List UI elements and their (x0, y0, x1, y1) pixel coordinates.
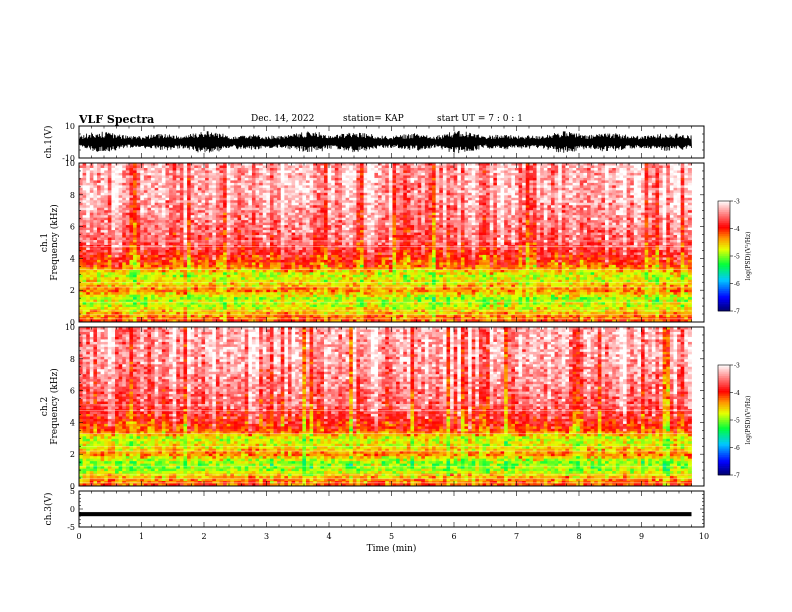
ylabel-ch2-freq: Frequency (kHz) (49, 368, 60, 445)
ytick-label-2-4: 8 (70, 355, 75, 364)
axes-frame-3 (78, 490, 705, 528)
colorbar-tick-1-2: -5 (734, 254, 740, 261)
spectrogram-image-1 (79, 163, 692, 323)
waveform-trace-0 (78, 130, 692, 154)
colorbar-tick-2-4: -7 (734, 473, 740, 480)
date-label: Dec. 14, 2022 (251, 114, 314, 124)
xtick-label-4: 4 (326, 532, 331, 541)
station-label: station= KAP (343, 114, 404, 124)
xtick-label-1: 1 (139, 532, 144, 541)
xtick-label-2: 2 (201, 532, 206, 541)
ytick-label-1-5: 10 (65, 159, 75, 168)
start-time-label: start UT = 7 : 0 : 1 (437, 114, 523, 124)
colorbar-tick-2-2: -5 (734, 418, 740, 425)
colorbar-tick-2-1: -4 (734, 390, 740, 397)
xtick-label-0: 0 (76, 532, 81, 541)
ytick-label-2-5: 10 (65, 323, 75, 332)
ylabel-ch2-spec: ch.2 (40, 397, 50, 416)
colorbar-1 (718, 201, 730, 312)
ytick-label-1-0: 0 (70, 318, 75, 327)
xtick-label-3: 3 (264, 532, 269, 541)
colorbar-tick-1-0: -3 (734, 199, 740, 206)
ytick-label-0-0: 10 (65, 122, 75, 131)
plot-title: VLF Spectra (79, 113, 154, 126)
ytick-label-2-2: 4 (70, 418, 75, 427)
xtick-label-5: 5 (389, 532, 394, 541)
xtick-label-9: 9 (639, 532, 644, 541)
ytick-label-3-2: -5 (67, 523, 75, 532)
ylabel-ch1-wave: ch.1(V) (43, 126, 54, 159)
colorbar-tick-2-0: -3 (734, 363, 740, 370)
ytick-label-1-3: 6 (70, 223, 75, 232)
spectrogram-image-2 (79, 327, 692, 487)
ytick-label-2-1: 2 (70, 450, 75, 459)
ytick-label-2-0: 0 (70, 482, 75, 491)
colorbar-2 (718, 365, 730, 476)
xtick-label-7: 7 (514, 532, 519, 541)
xtick-label-10: 10 (699, 532, 709, 541)
colorbar-label-1: log(PSD)(V²/Hz) (745, 232, 752, 281)
ytick-label-3-0: 5 (70, 487, 75, 496)
colorbar-tick-1-3: -6 (734, 281, 740, 288)
ylabel-ch3-wave: ch.3(V) (43, 493, 54, 526)
ytick-label-1-4: 8 (70, 191, 75, 200)
colorbar-tick-1-1: -4 (734, 226, 740, 233)
colorbar-tick-1-4: -7 (734, 309, 740, 316)
ytick-label-1-2: 4 (70, 254, 75, 263)
waveform-trace-3 (79, 512, 692, 517)
ylabel-ch1-spec: ch.1 (40, 233, 50, 252)
ytick-label-1-1: 2 (70, 286, 75, 295)
xtick-label-8: 8 (576, 532, 581, 541)
ylabel-ch1-freq: Frequency (kHz) (49, 204, 60, 281)
ytick-label-0-1: -10 (62, 154, 75, 163)
ytick-label-3-1: 0 (70, 505, 75, 514)
colorbar-tick-2-3: -6 (734, 445, 740, 452)
x-axis-label: Time (min) (367, 543, 417, 554)
xtick-label-6: 6 (451, 532, 456, 541)
ytick-label-2-3: 6 (70, 387, 75, 396)
colorbar-label-2: log(PSD)(V²/Hz) (745, 396, 752, 445)
